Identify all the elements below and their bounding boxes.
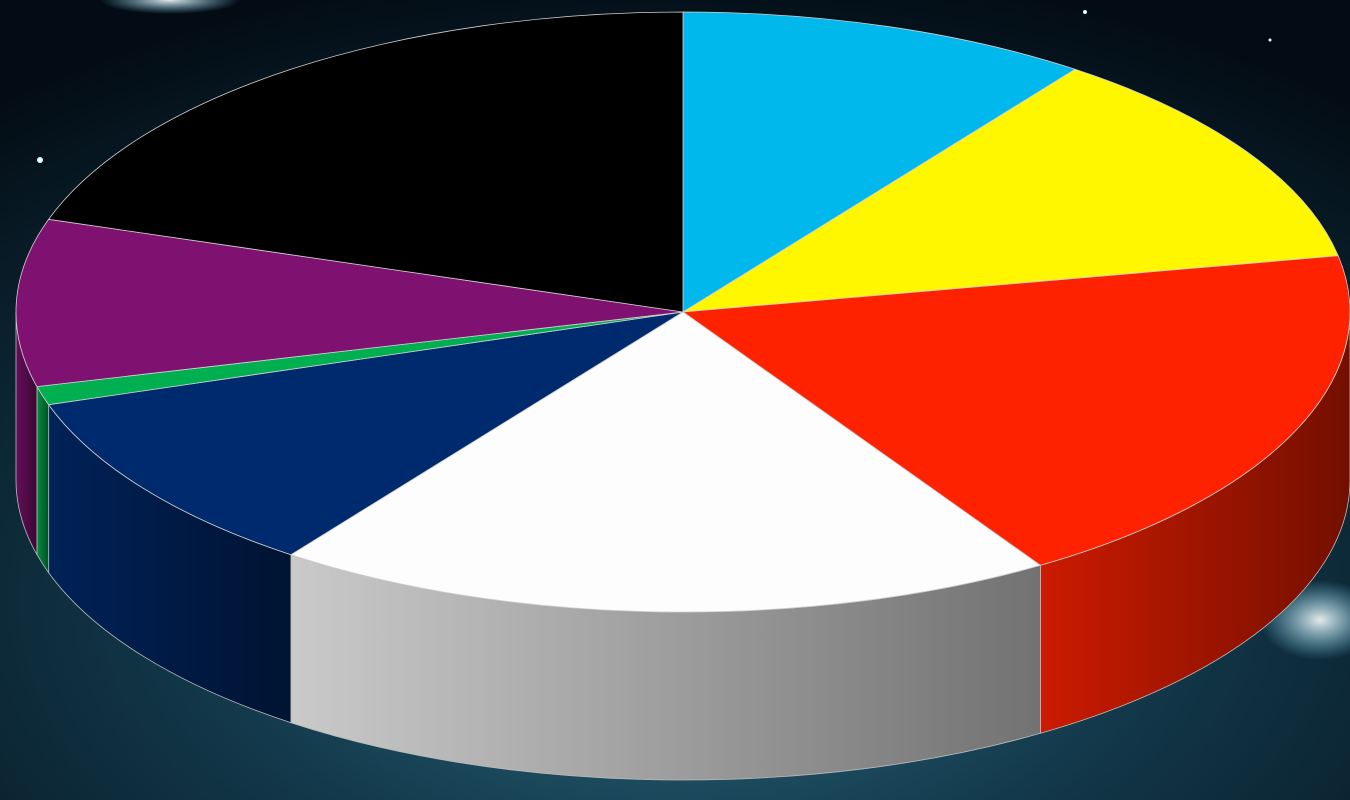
pie	[15, 11, 1350, 781]
slice-side	[36, 385, 50, 574]
star-glow	[100, 0, 240, 14]
pie-slice	[47, 311, 684, 556]
pie-slice	[15, 218, 684, 388]
pie-slice	[682, 11, 1076, 313]
pie-slice	[47, 11, 684, 313]
pie-slice	[682, 68, 1339, 313]
pie-slice	[290, 311, 1042, 613]
star	[37, 157, 43, 163]
star	[1083, 10, 1087, 14]
star	[1268, 38, 1272, 42]
